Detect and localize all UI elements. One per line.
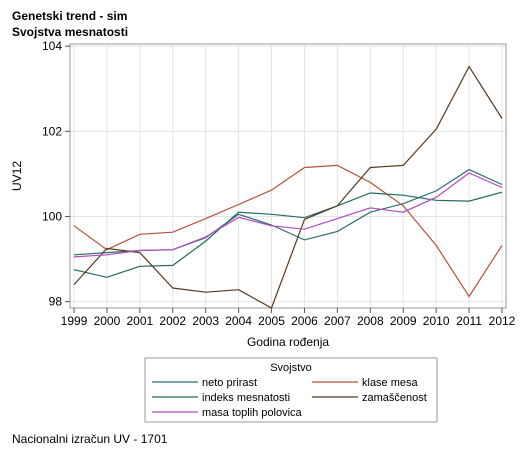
chart-subtitle: Svojstva mesnatosti bbox=[12, 25, 129, 39]
x-axis: 1999 2000 2001 2002 2003 2004 2005 2006 2007 2008… bbox=[61, 308, 516, 328]
legend-label: masa toplih polovica bbox=[202, 407, 303, 419]
footnote: Nacionalni izračun UV - 1701 bbox=[12, 432, 168, 446]
x-tick-label: 2001 bbox=[126, 314, 153, 328]
y-axis: 98 100 102 104 bbox=[42, 39, 70, 309]
x-tick-label: 2000 bbox=[94, 314, 121, 328]
x-tick-label: 2006 bbox=[291, 314, 318, 328]
x-tick-label: 2010 bbox=[423, 314, 450, 328]
x-tick-label: 2005 bbox=[258, 314, 285, 328]
y-axis-title: UV12 bbox=[10, 161, 24, 191]
legend-label: indeks mesnatosti bbox=[202, 392, 290, 404]
legend: Svojstvo neto prirast klase mesa indeks me… bbox=[144, 357, 438, 423]
series-line-neto-prirast bbox=[73, 168, 503, 256]
series-line-zamaščenost bbox=[73, 65, 503, 309]
x-tick-label: 2009 bbox=[390, 314, 417, 328]
y-tick-label: 98 bbox=[49, 295, 63, 309]
x-tick-label: 2002 bbox=[159, 314, 186, 328]
legend-label: klase mesa bbox=[362, 377, 419, 389]
y-tick-label: 100 bbox=[42, 209, 62, 223]
series-line-klase-mesa bbox=[73, 164, 503, 298]
y-tick-label: 102 bbox=[42, 124, 62, 138]
x-tick-label: 2003 bbox=[192, 314, 219, 328]
x-tick-label: 2011 bbox=[456, 314, 482, 328]
series-lines bbox=[73, 65, 503, 309]
x-tick-label: 1999 bbox=[61, 314, 88, 328]
legend-label: zamaščenost bbox=[362, 392, 427, 404]
plot-frame bbox=[69, 43, 507, 309]
grid-lines bbox=[70, 44, 506, 308]
legend-box bbox=[144, 357, 438, 423]
y-tick-label: 104 bbox=[42, 39, 62, 53]
legend-label: neto prirast bbox=[202, 377, 257, 389]
legend-title: Svojstvo bbox=[270, 362, 312, 374]
x-tick-label: 2012 bbox=[489, 314, 516, 328]
x-axis-title: Godina rođenja bbox=[247, 335, 329, 349]
series-line-masa-toplih-polovica bbox=[73, 172, 503, 258]
x-tick-label: 2008 bbox=[357, 314, 384, 328]
x-tick-label: 2004 bbox=[225, 314, 252, 328]
x-tick-label: 2007 bbox=[324, 314, 351, 328]
chart-title: Genetski trend - sim bbox=[12, 9, 128, 23]
